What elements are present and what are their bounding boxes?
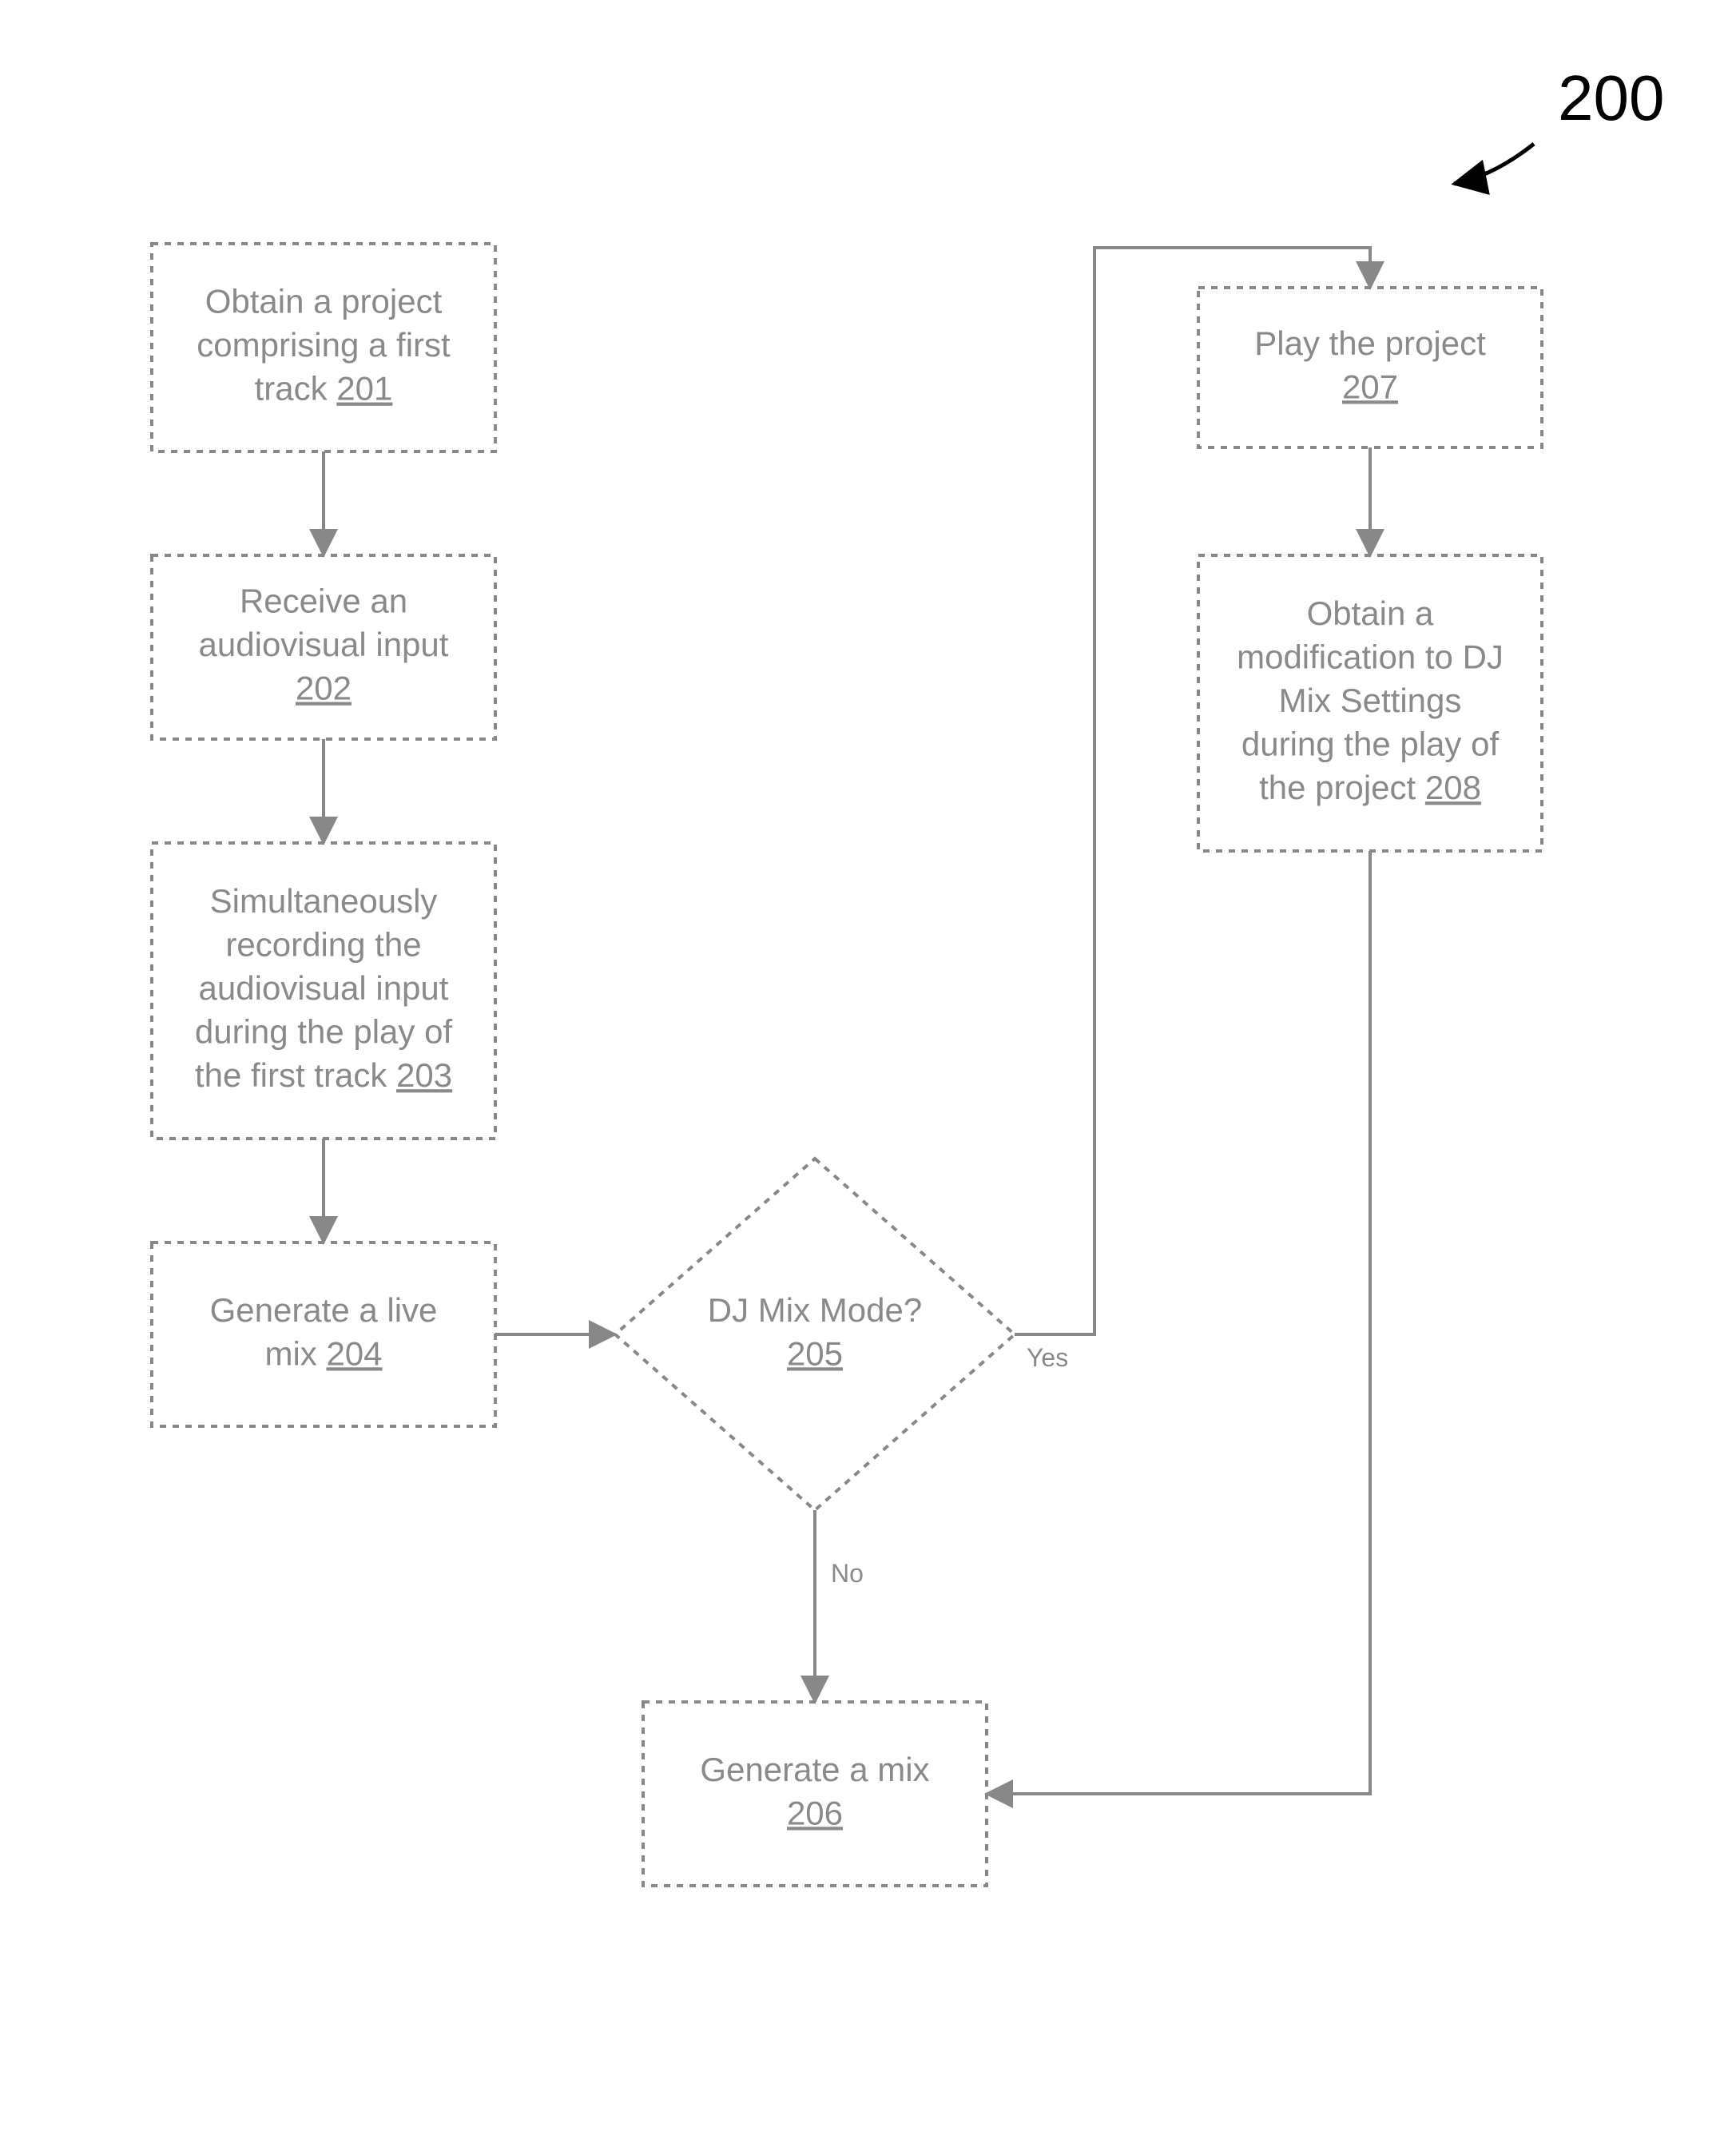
node-text-line: Obtain a project [205, 282, 443, 320]
flow-node-206: Generate a mix 206 [643, 1702, 987, 1886]
node-ref-number: 203 [396, 1056, 452, 1094]
node-text-line: Simultaneously [210, 882, 438, 920]
node-ref-line: 206 [787, 1794, 843, 1831]
node-text-line: Mix Settings [1279, 682, 1462, 719]
edge-label: No [831, 1559, 864, 1588]
flow-node-202: Receive an audiovisual input 202 [152, 555, 495, 739]
node-text-line: recording the [225, 925, 421, 963]
node-ref-line: 207 [1342, 368, 1398, 405]
nodes-layer: Obtain a project comprising a first track … [152, 244, 1542, 1886]
node-text-line: DJ Mix Mode? [708, 1291, 922, 1329]
node-ref-line: the first track 203 [195, 1056, 452, 1094]
node-text-line: comprising a first [197, 326, 451, 364]
node-ref-number: 205 [787, 1334, 843, 1372]
node-ref-number: 204 [326, 1334, 382, 1372]
edge-label: Yes [1027, 1343, 1068, 1372]
node-text-line: Generate a mix [700, 1751, 929, 1788]
node-ref-line: track 201 [255, 370, 393, 408]
node-ref-line: the project 208 [1259, 769, 1481, 806]
node-text-line: during the play of [195, 1013, 453, 1051]
flow-node-207: Play the project 207 [1198, 288, 1542, 447]
node-ref-number: 202 [296, 670, 352, 707]
figure-label: 200 [1558, 62, 1664, 133]
node-ref-number: 201 [336, 370, 392, 408]
node-ref-number: 207 [1342, 368, 1398, 405]
node-text-line: audiovisual input [199, 626, 449, 663]
node-text-line: Generate a live [210, 1291, 438, 1329]
node-ref-line: 202 [296, 670, 352, 707]
flow-node-201: Obtain a project comprising a first track … [152, 244, 495, 451]
flow-node-208: Obtain a modification to DJ Mix Settings du… [1198, 555, 1542, 851]
flow-node-203: Simultaneously recording the audiovisual i… [152, 843, 495, 1139]
node-text-line: Obtain a [1307, 594, 1434, 632]
node-ref-line: 205 [787, 1334, 843, 1372]
flowchart-canvas: No Yes Obtain a project comprising a first t… [0, 0, 1736, 2139]
edges-layer: No Yes [324, 248, 1370, 1794]
flow-node-204: Generate a live mix 204 [152, 1242, 495, 1426]
node-text-line: Receive an [240, 582, 407, 619]
node-text-line: during the play of [1241, 726, 1500, 763]
edge [987, 851, 1370, 1794]
node-text-line: modification to DJ [1237, 638, 1504, 675]
node-text-line: Play the project [1254, 324, 1486, 362]
node-ref-line: mix 204 [264, 1334, 382, 1372]
node-ref-number: 208 [1425, 769, 1481, 806]
node-ref-number: 206 [787, 1794, 843, 1831]
figure-label-arrow [1454, 144, 1534, 184]
node-text-line: audiovisual input [199, 969, 449, 1007]
flow-node-205: DJ Mix Mode? 205 [615, 1159, 1015, 1510]
